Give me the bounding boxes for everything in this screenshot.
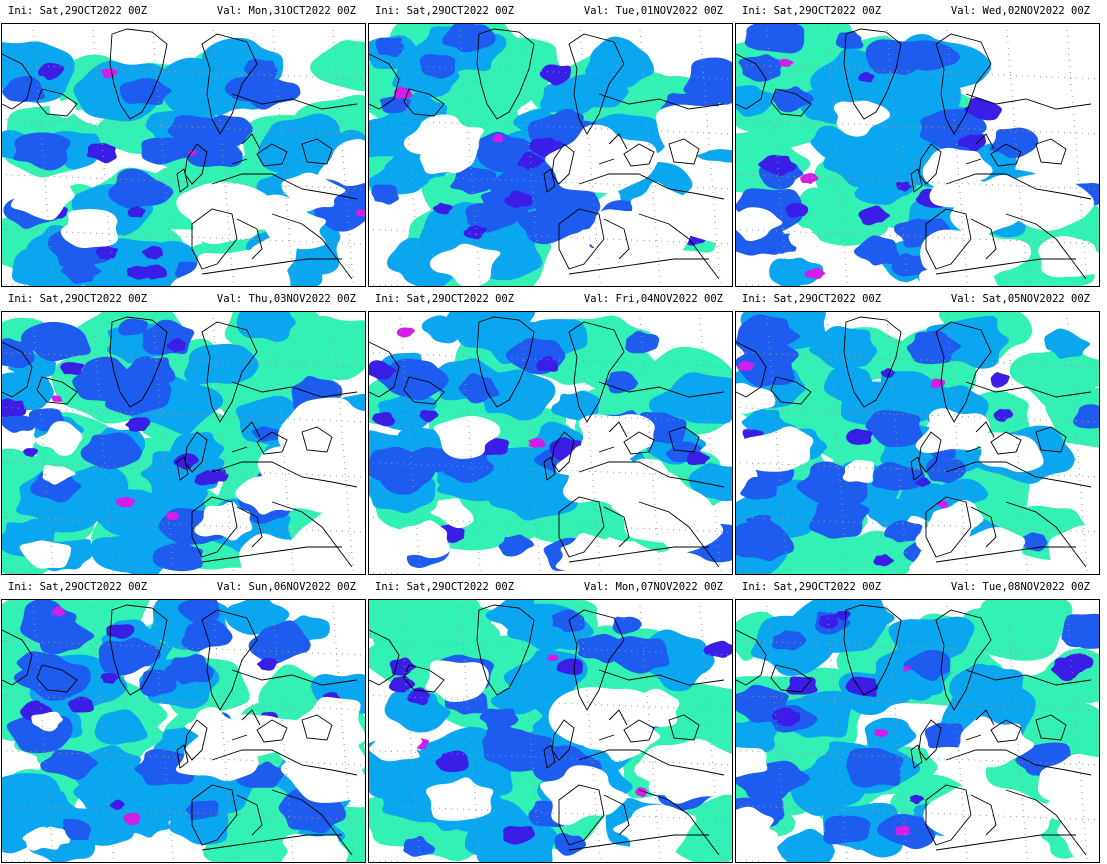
forecast-panel: Ini: Sat,29OCT2022 00Z Val: Sun,06NOV2022… — [0, 576, 366, 864]
panel-header: Ini: Sat,29OCT2022 00Z Val: Mon,31OCT2022… — [0, 0, 366, 22]
coastlines — [369, 316, 725, 568]
valid-time-label: Val: Mon,07NOV2022 00Z — [583, 581, 723, 593]
precip-layer — [778, 58, 826, 279]
graticule — [740, 318, 1095, 574]
panel-header: Ini: Sat,29OCT2022 00Z Val: Tue,01NOV2022… — [367, 0, 733, 22]
valid-time-label: Val: Wed,02NOV2022 00Z — [950, 5, 1090, 17]
precip-layer — [432, 64, 709, 249]
panel-header: Ini: Sat,29OCT2022 00Z Val: Wed,02NOV2022… — [734, 0, 1100, 22]
init-time-label: Ini: Sat,29OCT2022 00Z — [742, 581, 882, 593]
map-canvas — [369, 312, 732, 574]
valid-time-label: Val: Fri,04NOV2022 00Z — [583, 293, 723, 305]
coastlines — [2, 604, 358, 856]
forecast-panel: Ini: Sat,29OCT2022 00Z Val: Sat,05NOV2022… — [734, 288, 1100, 576]
precip-layer — [771, 610, 1094, 805]
map-canvas — [2, 28, 365, 286]
graticule — [6, 606, 361, 862]
precipitation-map — [368, 311, 733, 575]
graticule — [740, 606, 1095, 862]
forecast-panel: Ini: Sat,29OCT2022 00Z Val: Thu,03NOV2022… — [0, 288, 366, 576]
coastlines — [2, 28, 358, 280]
precipitation-map — [735, 311, 1100, 575]
precip-layer — [388, 640, 732, 845]
precipitation-map — [1, 311, 366, 575]
panel-header: Ini: Sat,29OCT2022 00Z Val: Thu,03NOV2022… — [0, 288, 366, 310]
map-canvas — [736, 600, 1099, 862]
clear-zones — [403, 104, 732, 286]
forecast-panel: Ini: Sat,29OCT2022 00Z Val: Tue,01NOV2022… — [367, 0, 733, 288]
coastlines — [2, 316, 358, 568]
valid-time-label: Val: Tue,08NOV2022 00Z — [950, 581, 1090, 593]
valid-time-label: Val: Mon,31OCT2022 00Z — [216, 5, 356, 17]
coastlines — [736, 28, 1092, 280]
precipitation-map — [735, 599, 1100, 863]
coastlines — [369, 604, 725, 856]
precipitation-map — [368, 23, 733, 287]
init-time-label: Ini: Sat,29OCT2022 00Z — [8, 5, 148, 17]
init-time-label: Ini: Sat,29OCT2022 00Z — [8, 581, 148, 593]
forecast-panel: Ini: Sat,29OCT2022 00Z Val: Mon,31OCT2022… — [0, 0, 366, 288]
precipitation-map — [1, 599, 366, 863]
clear-zones — [19, 397, 365, 574]
valid-time-label: Val: Thu,03NOV2022 00Z — [216, 293, 356, 305]
init-time-label: Ini: Sat,29OCT2022 00Z — [742, 293, 882, 305]
clear-zones — [736, 100, 1099, 286]
init-time-label: Ini: Sat,29OCT2022 00Z — [742, 5, 882, 17]
panel-header: Ini: Sat,29OCT2022 00Z Val: Tue,08NOV2022… — [734, 576, 1100, 598]
clear-zones — [22, 696, 365, 862]
valid-time-label: Val: Sun,06NOV2022 00Z — [216, 581, 356, 593]
graticule — [373, 30, 728, 286]
valid-time-label: Val: Tue,01NOV2022 00Z — [583, 5, 723, 17]
map-canvas — [369, 24, 732, 286]
forecast-panel: Ini: Sat,29OCT2022 00Z Val: Wed,02NOV2022… — [734, 0, 1100, 288]
precip-layer — [874, 665, 911, 836]
precipitation-map — [735, 23, 1100, 287]
map-canvas — [2, 600, 365, 862]
map-canvas — [736, 312, 1099, 574]
coastlines — [736, 316, 1092, 568]
init-time-label: Ini: Sat,29OCT2022 00Z — [8, 293, 148, 305]
map-canvas — [369, 600, 732, 862]
init-time-label: Ini: Sat,29OCT2022 00Z — [375, 293, 515, 305]
precip-layer — [2, 338, 230, 486]
coastlines — [736, 604, 1092, 856]
valid-time-label: Val: Sat,05NOV2022 00Z — [950, 293, 1090, 305]
map-canvas — [2, 312, 365, 574]
precipitation-map — [368, 599, 733, 863]
panel-header: Ini: Sat,29OCT2022 00Z Val: Sat,05NOV2022… — [734, 288, 1100, 310]
graticule — [373, 606, 728, 862]
graticule — [373, 318, 728, 574]
clear-zones — [736, 716, 1099, 862]
map-canvas — [736, 24, 1099, 286]
panel-header: Ini: Sat,29OCT2022 00Z Val: Mon,07NOV2022… — [367, 576, 733, 598]
init-time-label: Ini: Sat,29OCT2022 00Z — [375, 581, 515, 593]
forecast-panel: Ini: Sat,29OCT2022 00Z Val: Tue,08NOV2022… — [734, 576, 1100, 864]
forecast-panel: Ini: Sat,29OCT2022 00Z Val: Mon,07NOV2022… — [367, 576, 733, 864]
precipitation-map — [1, 23, 366, 287]
coastlines — [369, 28, 725, 280]
clear-zones — [394, 414, 726, 574]
precip-layer — [52, 395, 181, 521]
graticule — [740, 30, 1095, 286]
graticule — [6, 318, 361, 574]
panel-header: Ini: Sat,29OCT2022 00Z Val: Sun,06NOV2022… — [0, 576, 366, 598]
init-time-label: Ini: Sat,29OCT2022 00Z — [375, 5, 515, 17]
precip-layer — [101, 68, 365, 217]
graticule — [6, 30, 361, 286]
panel-header: Ini: Sat,29OCT2022 00Z Val: Fri,04NOV2022… — [367, 288, 733, 310]
forecast-panel: Ini: Sat,29OCT2022 00Z Val: Fri,04NOV2022… — [367, 288, 733, 576]
